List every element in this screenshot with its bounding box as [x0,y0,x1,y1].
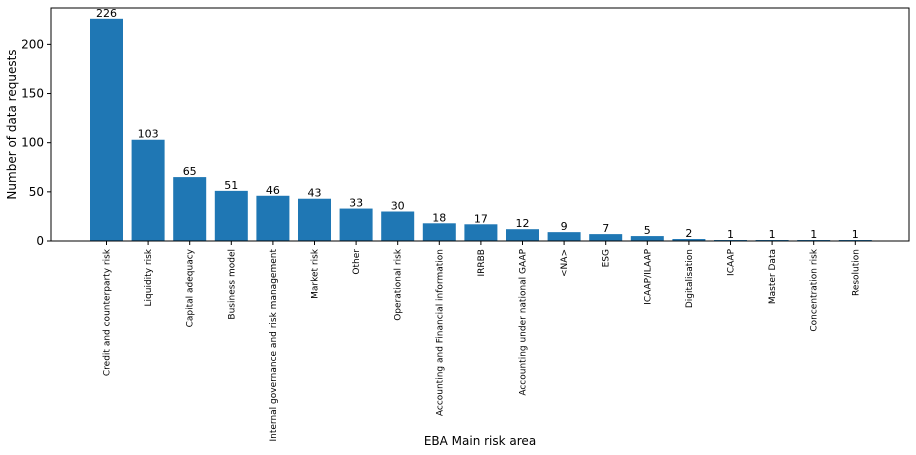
bar [422,223,456,241]
x-tick-label: <NA> [560,249,570,277]
y-axis-title: Number of data requests [5,49,19,199]
data-label: 12 [516,217,530,230]
bar [256,195,290,241]
bar [381,211,415,241]
bar [339,208,373,241]
y-tick-label: 0 [36,234,44,248]
x-tick-label: Resolution [851,249,861,296]
y-tick-label: 50 [29,185,44,199]
data-label: 226 [96,7,117,20]
data-label: 17 [474,212,488,225]
x-tick-label: Business model [227,249,237,320]
data-label: 30 [391,200,405,213]
data-label: 1 [852,228,859,241]
x-tick-label: Other [352,249,362,275]
data-label: 1 [769,228,776,241]
bar [464,224,498,241]
data-label: 43 [308,187,322,200]
x-tick-label: Liquidity risk [144,248,154,306]
data-label: 2 [685,227,692,240]
x-tick-label: Operational risk [394,248,404,321]
data-label: 51 [224,179,238,192]
x-tick-label: Accounting and Financial information [435,249,445,416]
data-label: 18 [432,211,446,224]
data-labels-group: 226 103 65 51 46 43 33 30 18 17 12 9 7 5 2 1 1 1 1 [96,7,859,241]
bar [214,190,248,241]
bar [506,229,539,241]
x-tick-label: Credit and counterparty risk [103,248,113,376]
x-axis: Credit and counterparty risk Liquidity ri… [103,241,861,442]
x-tick-label: ICAAP/ILAAP [643,248,653,304]
bar [589,234,623,241]
data-label: 5 [644,224,651,237]
data-label: 1 [727,228,734,241]
bars-group [90,18,872,242]
data-label: 7 [602,222,609,235]
x-tick-label: Accounting under national GAAP [519,248,529,395]
bar [672,239,706,241]
data-label: 103 [138,128,159,141]
y-tick-label: 150 [21,87,44,101]
bar [131,139,165,241]
x-tick-label: Master Data [768,249,778,304]
y-axis: 0 50 100 150 200 [21,37,51,248]
x-axis-title: EBA Main risk area [424,434,536,448]
bar [173,177,207,241]
x-tick-label: Concentration risk [810,248,820,331]
x-tick-label: ICAAP [727,248,737,276]
bar [630,236,664,241]
x-tick-label: Digitalisation [685,249,695,308]
data-label: 1 [810,228,817,241]
data-label: 46 [266,184,280,197]
bar [298,198,331,241]
y-tick-label: 200 [21,37,44,51]
x-tick-label: IRRBB [477,249,487,277]
data-label: 9 [561,220,568,233]
x-tick-label: Market risk [311,248,321,299]
data-label: 33 [349,197,363,210]
x-tick-label: Internal governance and risk management [269,249,279,442]
bar [547,232,581,241]
y-tick-label: 100 [21,136,44,150]
bar [90,18,123,242]
x-tick-label: Capital adequacy [186,248,196,327]
data-label: 65 [183,165,197,178]
plot-frame [50,7,910,242]
x-tick-label: ESG [602,249,612,267]
